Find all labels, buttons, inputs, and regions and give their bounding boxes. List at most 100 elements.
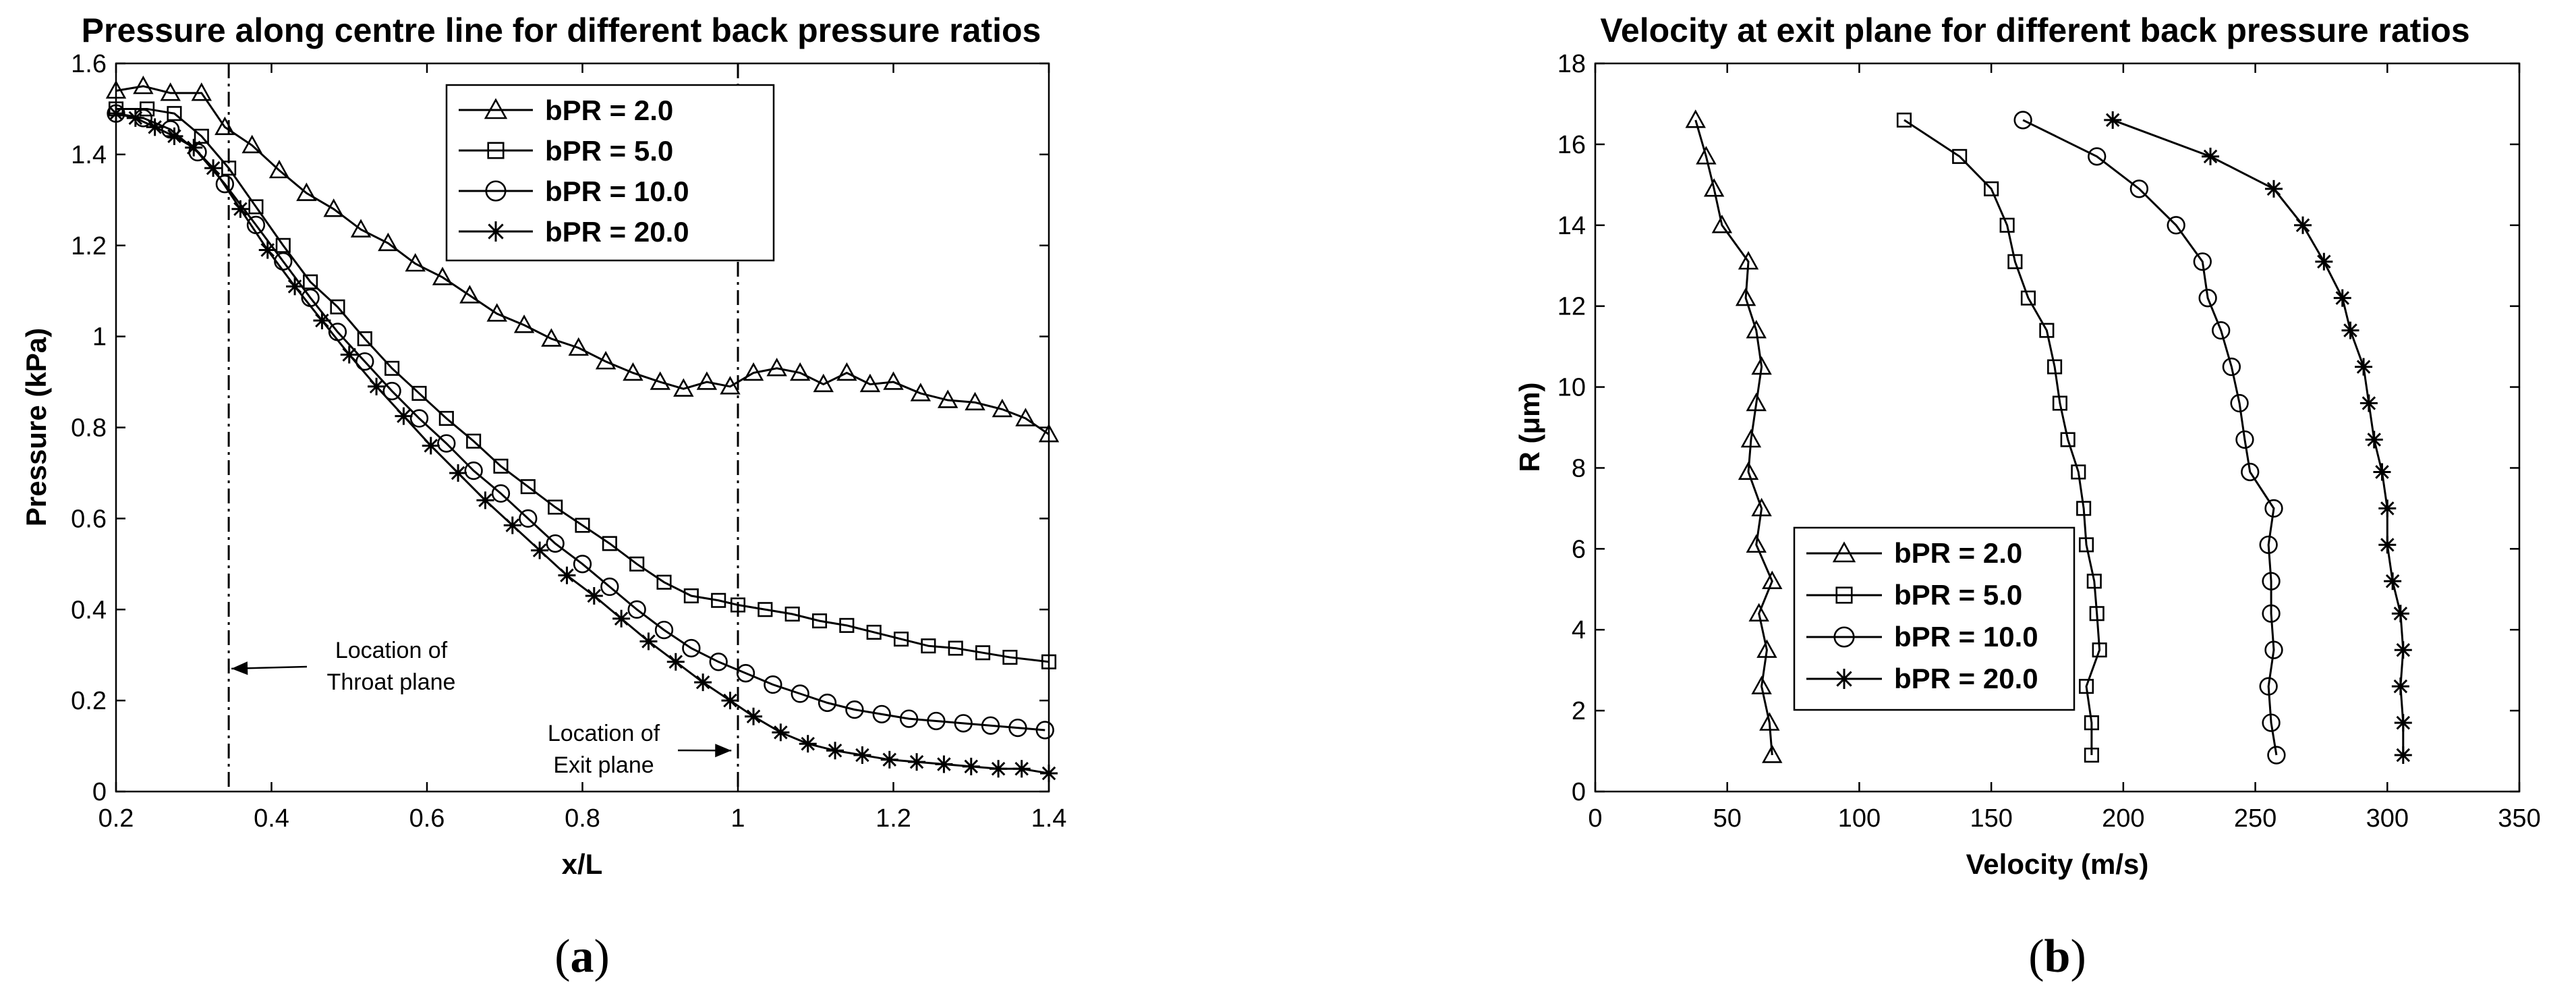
star-stroke: [342, 348, 357, 362]
data-point: [1711, 215, 1733, 233]
data-point: [2241, 462, 2260, 482]
star-stroke: [2266, 182, 2281, 196]
chart-a-legend: bPR = 2.0 bPR = 5.0 bPR = 10.0 bPR = 20.…: [445, 84, 775, 262]
x-tick-label: 350: [2498, 804, 2540, 833]
series-line: [116, 107, 1050, 663]
data-point: [818, 693, 837, 713]
star-stroke: [2317, 254, 2331, 269]
data-point: [160, 82, 181, 101]
star-stroke: [641, 634, 656, 648]
exit-annotation-line-1: Location of: [548, 721, 660, 746]
y-tick-label: 1.6: [71, 50, 107, 78]
star-stroke: [287, 279, 302, 294]
data-point: [185, 138, 203, 157]
data-point: [1984, 181, 1999, 196]
data-point: [2092, 642, 2107, 658]
series-star: [2104, 111, 2412, 765]
chart-a-legend-label-1: bPR = 5.0: [545, 135, 673, 167]
arrow-head: [715, 744, 732, 758]
star-stroke: [855, 748, 869, 763]
data-point: [743, 362, 764, 381]
y-tick-label: 6: [1572, 535, 1586, 563]
chart-b-legend-label-1: bPR = 5.0: [1894, 579, 2022, 611]
data-point: [935, 755, 953, 773]
data-point: [520, 479, 536, 495]
y-tick-label: 0.2: [71, 687, 107, 715]
data-point: [2235, 430, 2254, 449]
star-stroke: [2295, 218, 2310, 233]
star-stroke: [828, 744, 842, 758]
data-point: [2076, 501, 2092, 516]
star-stroke: [587, 588, 602, 603]
data-point: [2089, 606, 2105, 621]
data-point: [585, 587, 603, 605]
data-point: [573, 555, 592, 574]
chart-b-legend-label-3: bPR = 20.0: [1894, 663, 2038, 694]
data-point: [214, 116, 235, 136]
data-point: [2020, 290, 2036, 306]
data-point: [258, 241, 277, 259]
data-point: [464, 461, 483, 480]
x-tick-label: 1.2: [876, 804, 911, 833]
data-point: [438, 410, 454, 426]
data-point: [908, 753, 926, 771]
data-point: [954, 714, 973, 733]
star-stroke: [233, 202, 248, 217]
data-point: [2373, 463, 2391, 481]
star-stroke: [964, 759, 979, 774]
data-point: [268, 159, 290, 179]
y-tick-label: 1.4: [71, 141, 107, 169]
star-stroke: [2396, 642, 2411, 657]
data-point: [357, 331, 372, 347]
data-point: [1756, 639, 1777, 658]
data-point: [340, 345, 358, 364]
data-point: [694, 673, 712, 692]
data-point: [2222, 357, 2241, 377]
star-stroke: [478, 493, 492, 507]
data-point: [975, 645, 991, 661]
data-point: [350, 219, 372, 238]
data-point: [745, 707, 763, 725]
data-point: [2259, 535, 2278, 554]
star-stroke: [260, 243, 275, 257]
star-stroke: [128, 111, 143, 126]
data-point: [2333, 289, 2351, 307]
data-point: [1685, 109, 1706, 128]
data-point: [1738, 251, 1759, 270]
star-stroke: [2367, 433, 2381, 447]
data-point: [839, 617, 855, 633]
star-stroke: [2203, 149, 2218, 164]
legend-marker-square: [487, 142, 505, 159]
data-point: [962, 757, 980, 775]
star-stroke: [451, 466, 465, 480]
y-tick-label: 2: [1572, 697, 1586, 725]
data-point: [1896, 112, 1912, 128]
data-point: [757, 602, 773, 617]
x-tick-label: 100: [1838, 804, 1881, 833]
data-point: [2129, 179, 2148, 198]
y-tick-label: 0.8: [71, 414, 107, 443]
data-point: [629, 556, 645, 572]
star-stroke: [2343, 323, 2357, 337]
data-point: [2007, 254, 2023, 269]
star-stroke: [2380, 538, 2395, 552]
star-stroke: [695, 675, 710, 690]
data-point: [486, 303, 507, 322]
y-tick-label: 1.2: [71, 232, 107, 260]
chart-b-series: [1685, 109, 2412, 765]
data-point: [826, 742, 845, 760]
data-point: [2262, 604, 2281, 623]
data-point: [286, 277, 304, 296]
star-stroke: [2335, 291, 2349, 305]
data-point: [650, 371, 670, 390]
data-point: [1735, 287, 1756, 306]
star-stroke: [2396, 748, 2411, 763]
data-point: [411, 385, 427, 401]
data-point: [449, 464, 467, 482]
data-point: [2079, 537, 2094, 553]
data-point: [736, 664, 755, 683]
data-point: [893, 632, 909, 647]
data-point: [683, 588, 699, 604]
data-point: [275, 238, 291, 253]
data-point: [927, 711, 946, 731]
